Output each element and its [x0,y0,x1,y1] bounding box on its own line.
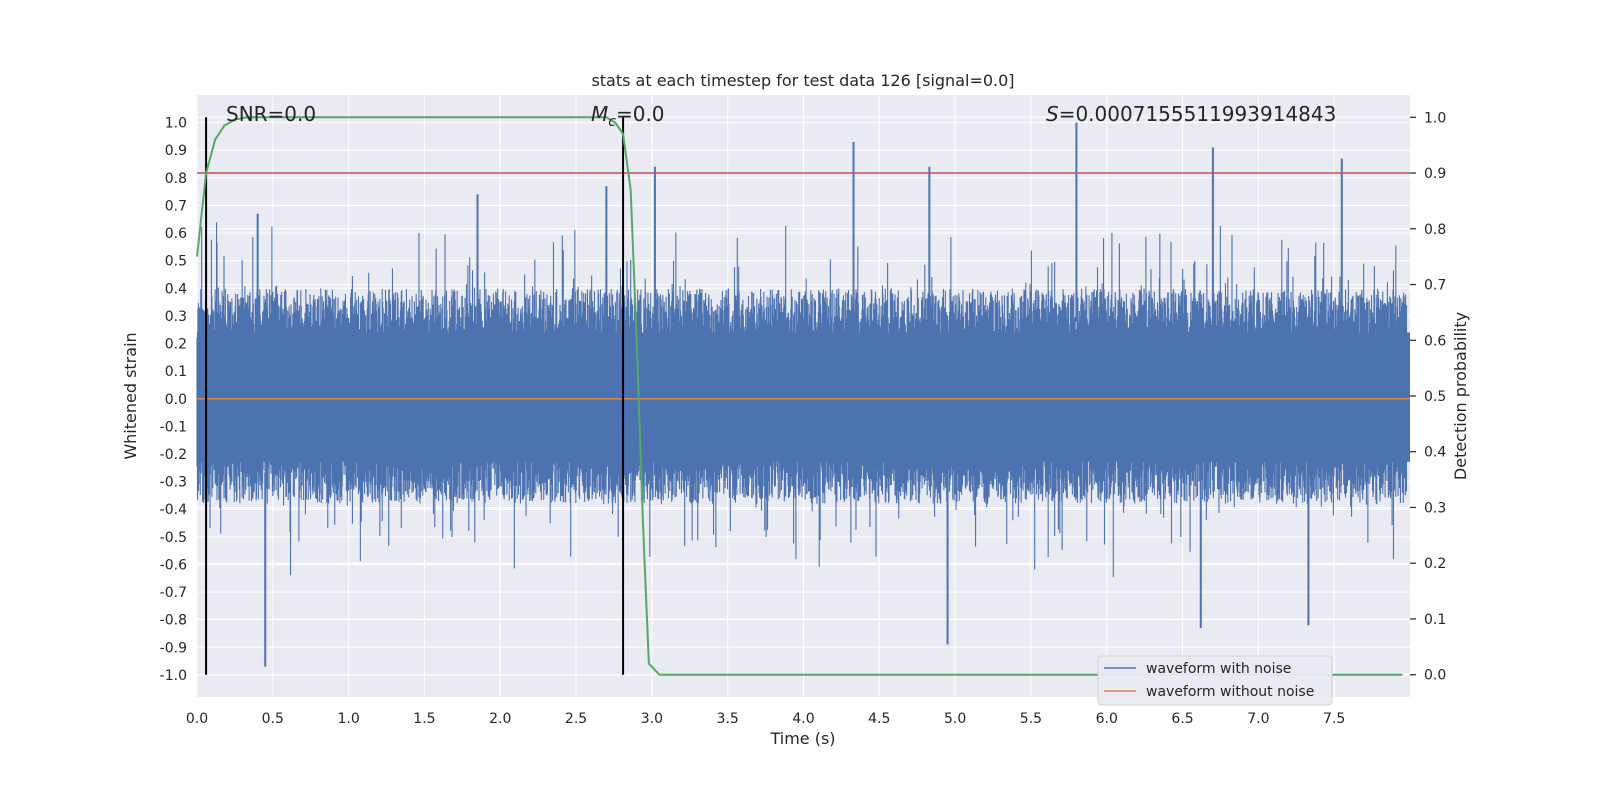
y-right-tick-label: 0.6 [1424,333,1446,349]
legend-label-noise: waveform with noise [1146,661,1291,677]
y-tick-label: -0.2 [160,447,187,463]
x-tick-label: 3.5 [717,711,739,727]
y-tick-label: 0.4 [165,281,187,297]
legend-label-clean: waveform without noise [1146,684,1314,700]
y-right-tick-labels: 1.0 0.9 0.8 0.7 0.6 0.5 0.4 0.3 0.2 0.1 0.0 [1410,110,1446,684]
y-tick-label: -0.4 [160,502,187,518]
y-tick-label: 0.3 [165,309,187,325]
x-tick-label: 6.0 [1096,711,1118,727]
x-axis-label: Time (s) [769,729,835,748]
y-tick-label: -0.1 [160,419,187,435]
noise-waveform-layer [196,122,1410,667]
legend-box [1097,655,1333,706]
x-tick-label: 6.5 [1171,711,1193,727]
legend: waveform with noise waveform without noi… [1097,655,1333,706]
x-tick-label: 1.0 [337,711,359,727]
s-symbol: S [1046,102,1059,126]
y-tick-label: 0.5 [165,254,187,270]
y-tick-label: -0.9 [160,640,187,656]
s-annotation: S=0.0007155511993914843 [1046,102,1336,126]
y-tick-label: 0.0 [165,392,187,408]
x-tick-label: 7.5 [1323,711,1345,727]
y-right-tick-label: 0.2 [1424,556,1446,572]
x-tick-label: 5.0 [944,711,966,727]
mc-value: =0.0 [616,102,665,126]
x-tick-label: 1.5 [413,711,435,727]
chart-title: stats at each timestep for test data 126… [591,71,1014,90]
y-right-tick-label: 0.1 [1424,612,1446,628]
y-axis-label: Whitened strain [121,332,140,459]
x-tick-label: 0.5 [262,711,284,727]
y-tick-label: 0.7 [165,198,187,214]
y-tick-label: -1.0 [160,668,187,684]
waveform-with-noise-core [197,332,1410,462]
y-tick-label: -0.5 [160,530,187,546]
y-tick-label: -0.7 [160,585,187,601]
y-tick-label: -0.6 [160,557,187,573]
y-right-axis-label: Detection probability [1451,312,1470,480]
y-tick-label: 1.0 [165,116,187,132]
y-tick-label: 0.8 [165,171,187,187]
y-right-tick-label: 0.0 [1424,668,1446,684]
y-tick-label: 0.6 [165,226,187,242]
y-right-tick-label: 0.9 [1424,166,1446,182]
detection-probability-line [196,116,1403,676]
snr-annotation: SNR=0.0 [226,102,316,126]
y-tick-label: 0.9 [165,143,187,159]
x-tick-label: 4.0 [792,711,814,727]
y-right-tick-label: 1.0 [1424,110,1446,126]
y-tick-label: -0.3 [160,475,187,491]
x-tick-label: 0.0 [186,711,208,727]
x-tick-label: 2.5 [565,711,587,727]
x-tick-label: 3.0 [641,711,663,727]
y-tick-label: -0.8 [160,613,187,629]
mc-subscript: c [608,114,616,130]
y-tick-labels: 1.0 0.9 0.8 0.7 0.6 0.5 0.4 0.3 0.2 0.1 0.0 -0.1 -0.… [160,116,187,684]
y-right-tick-label: 0.3 [1424,500,1446,516]
x-tick-label: 5.5 [1020,711,1042,727]
y-tick-label: 0.2 [165,337,187,353]
x-tick-labels: 0.0 0.5 1.0 1.5 2.0 2.5 3.0 3.5 4.0 4.5 5.0 5.5 6.0 6… [186,711,1345,727]
s-value: =0.0007155511993914843 [1059,102,1337,126]
y-right-tick-label: 0.5 [1424,389,1446,405]
chirp-mass-annotation: Mc=0.0 [591,102,665,130]
overlay-lines [196,116,1410,676]
y-right-tick-label: 0.4 [1424,445,1446,461]
x-tick-label: 7.0 [1247,711,1269,727]
y-tick-label: 0.1 [165,364,187,380]
x-tick-label: 2.0 [489,711,511,727]
x-tick-label: 4.5 [868,711,890,727]
y-right-tick-label: 0.8 [1424,222,1446,238]
y-right-tick-label: 0.7 [1424,278,1446,294]
mc-symbol: M [591,102,608,126]
